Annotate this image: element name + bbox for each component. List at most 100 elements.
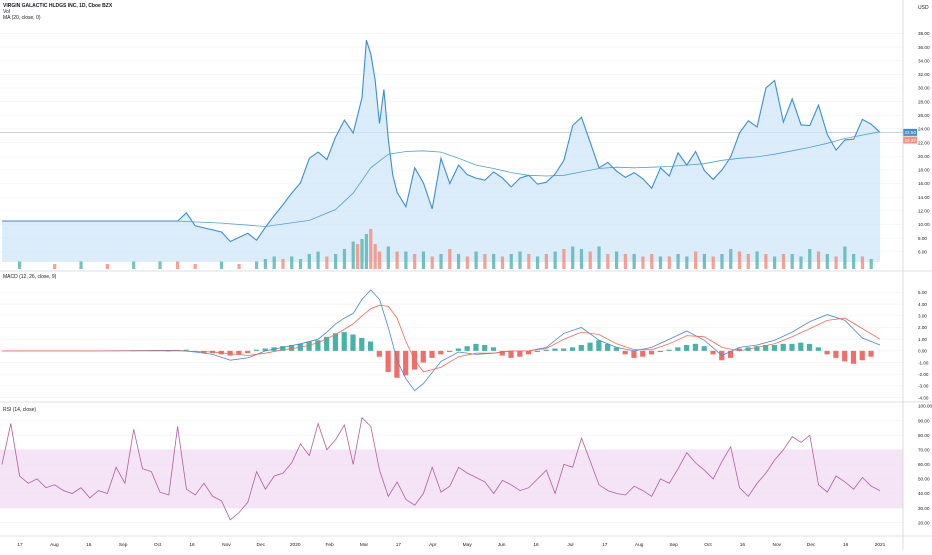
macd-histogram-bar — [236, 351, 241, 355]
price-tick-label: 18.00 — [918, 168, 930, 173]
volume-bar — [835, 257, 838, 270]
rsi-tick-label: 20.00 — [918, 520, 930, 525]
time-tick-label: Nov — [222, 542, 231, 548]
volume-bar — [466, 257, 469, 270]
ma-price-label: 22.37 — [905, 138, 917, 143]
volume-bar — [194, 264, 197, 269]
volume-bar — [843, 247, 846, 270]
volume-bar — [870, 259, 873, 269]
volume-bar — [483, 254, 486, 269]
volume-bar — [659, 257, 662, 270]
macd-title[interactable]: MACD (12, 26, close, 9) — [3, 274, 56, 280]
macd-histogram-bar — [473, 344, 478, 351]
volume-bar — [571, 247, 574, 270]
rsi-tick-label: 90.00 — [918, 418, 930, 423]
rsi-tick-label: 100.00 — [918, 404, 932, 409]
price-tick-label: 10.00 — [918, 222, 930, 227]
volume-bar — [624, 254, 627, 269]
volume-bar — [356, 244, 359, 269]
macd-legend: MACD (12, 26, close, 9) — [3, 274, 56, 280]
macd-histogram-bar — [429, 351, 434, 358]
volume-bar — [791, 254, 794, 269]
rsi-title[interactable]: RSI (14, close) — [3, 407, 36, 413]
time-tick-label: Jul — [567, 542, 573, 548]
time-tick-label: Dec — [807, 542, 816, 548]
time-tick-label: 16 — [533, 542, 539, 548]
time-tick-label: Aug — [50, 542, 59, 548]
macd-histogram-bar — [710, 351, 715, 355]
volume-bar — [264, 259, 267, 269]
time-tick-label: Apr — [429, 542, 437, 548]
volume-bar — [755, 252, 758, 270]
volume-bar — [580, 249, 583, 269]
macd-tick-label: -3.00 — [918, 384, 929, 389]
macd-histogram-bar — [526, 351, 531, 355]
macd-histogram-bar — [307, 342, 312, 351]
volume-bar — [501, 257, 504, 270]
volume-bar — [18, 262, 21, 270]
macd-histogram-bar — [640, 351, 645, 357]
volume-bar — [650, 254, 653, 269]
volume-bar — [782, 254, 785, 269]
macd-histogram-bar — [482, 345, 487, 351]
volume-bar — [641, 257, 644, 270]
time-tick-label: Feb — [325, 542, 334, 548]
volume-bar — [281, 259, 284, 269]
rsi-tick-label: 70.00 — [918, 447, 930, 452]
macd-histogram-bar — [508, 351, 513, 358]
volume-bar — [273, 257, 276, 270]
macd-histogram-bar — [658, 351, 663, 352]
macd-histogram-bar — [245, 351, 250, 353]
volume-bar — [764, 254, 767, 269]
volume-bar — [773, 257, 776, 270]
macd-histogram-bar — [342, 332, 347, 351]
price-tick-label: 6.00 — [918, 249, 927, 254]
volume-bar — [554, 252, 557, 270]
volume-bar — [747, 254, 750, 269]
macd-histogram-bar — [842, 351, 847, 362]
time-tick-label: 17 — [396, 542, 402, 548]
volume-bar — [374, 244, 377, 269]
macd-histogram-bar — [359, 338, 364, 351]
volume-bar — [606, 254, 609, 269]
volume-bar — [676, 254, 679, 269]
macd-histogram-bar — [570, 347, 575, 351]
price-tick-label: 16.00 — [918, 181, 930, 186]
volume-bar — [615, 252, 618, 270]
volume-bar — [633, 254, 636, 269]
currency-label[interactable]: USD — [918, 5, 929, 11]
volume-bar — [597, 247, 600, 270]
ma-legend[interactable]: MA (20, close, 0) — [3, 15, 112, 21]
price-tick-label: 30.00 — [918, 86, 930, 91]
volume-bar — [237, 264, 240, 269]
macd-tick-label: 4.00 — [918, 302, 927, 307]
macd-histogram-bar — [789, 344, 794, 351]
macd-histogram-bar — [491, 347, 496, 351]
macd-tick-label: -1.00 — [918, 360, 929, 365]
volume-bar — [365, 234, 368, 269]
time-tick-label: Mar — [360, 542, 369, 548]
macd-histogram-bar — [254, 350, 259, 351]
time-tick-label: 16 — [189, 542, 195, 548]
macd-histogram-bar — [623, 351, 628, 355]
rsi-tick-label: 40.00 — [918, 491, 930, 496]
volume-bar — [378, 252, 381, 270]
volume-bar — [703, 254, 706, 269]
macd-tick-label: 5.00 — [918, 290, 927, 295]
macd-histogram-bar — [421, 351, 426, 363]
macd-histogram-bar — [561, 349, 566, 351]
volume-bar — [396, 252, 399, 270]
price-tick-label: 28.00 — [918, 99, 930, 104]
main-legend: VIRGIN GALACTIC HLDGS INC, 1D, Cboe BZX … — [3, 3, 112, 21]
macd-histogram-bar — [807, 344, 812, 351]
volume-bar — [387, 247, 390, 270]
symbol-title[interactable]: VIRGIN GALACTIC HLDGS INC, 1D, Cboe BZX — [3, 3, 112, 9]
volume-bar — [694, 252, 697, 270]
price-tick-label: 32.00 — [918, 72, 930, 77]
macd-histogram-bar — [587, 343, 592, 351]
time-tick-label: 16 — [740, 542, 746, 548]
macd-histogram-bar — [675, 347, 680, 351]
time-tick-label: 17 — [17, 542, 23, 548]
macd-tick-label: 2.00 — [918, 325, 927, 330]
price-tick-label: 8.00 — [918, 236, 927, 241]
